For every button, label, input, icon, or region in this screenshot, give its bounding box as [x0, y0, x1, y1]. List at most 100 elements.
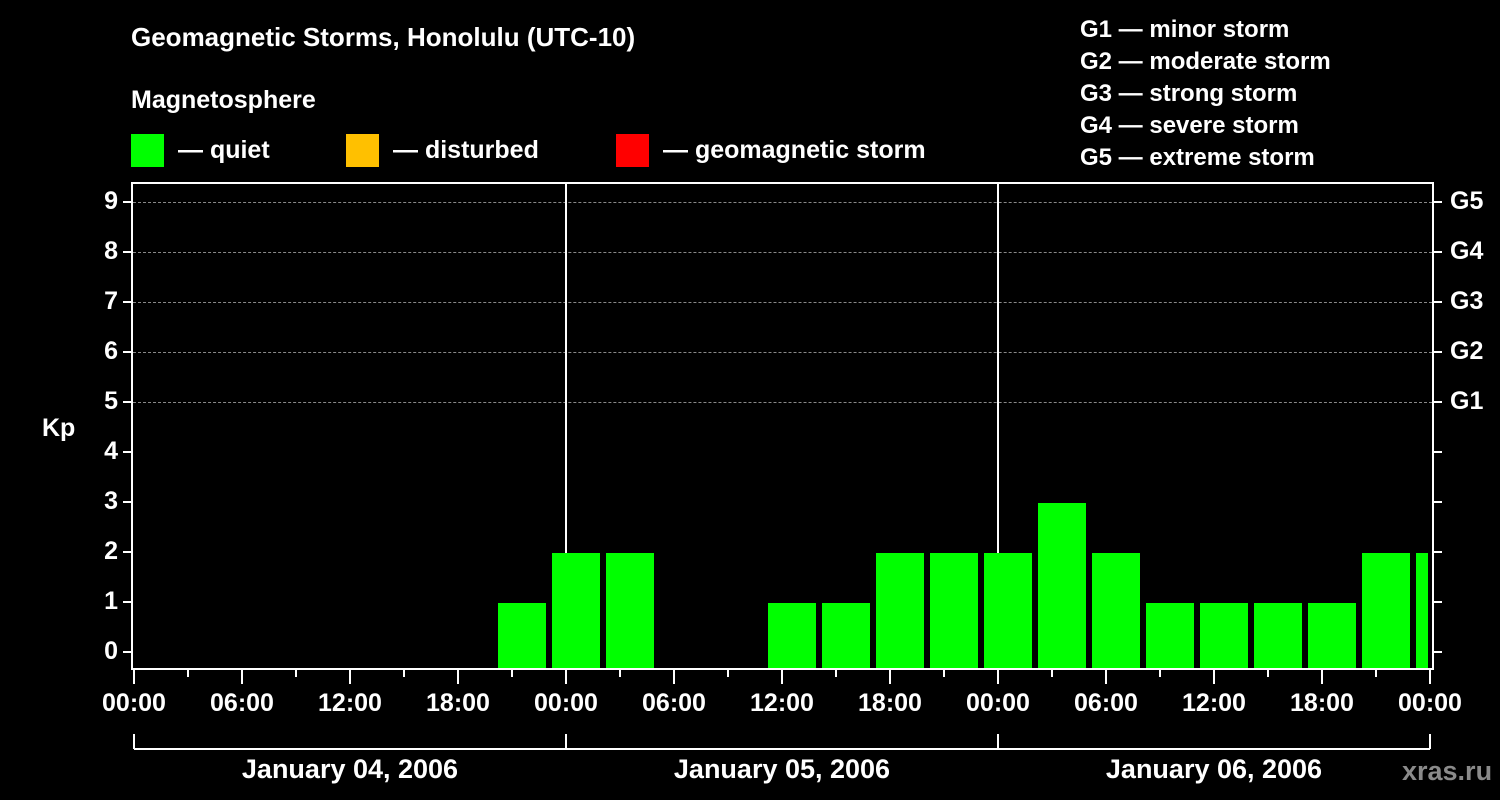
x-tick — [241, 669, 243, 684]
g-scale-label: G4 — [1450, 237, 1484, 265]
x-tick — [187, 669, 189, 677]
y-tick — [123, 401, 131, 403]
x-tick-label: 18:00 — [1290, 689, 1354, 717]
day-bracket-tick — [997, 734, 999, 749]
gridline — [133, 352, 1432, 353]
x-tick — [565, 669, 567, 684]
y-tick-label: 8 — [104, 237, 118, 265]
kp-bar — [498, 603, 546, 668]
storm-scale-legend: G1 — minor storm G2 — moderate storm G3 … — [1080, 14, 1331, 174]
x-tick — [133, 669, 135, 684]
x-tick — [349, 669, 351, 684]
right-tick — [1434, 201, 1442, 203]
x-tick-label: 00:00 — [1398, 689, 1462, 717]
kp-bar — [1362, 553, 1410, 668]
y-tick — [123, 201, 131, 203]
kp-bar — [1146, 603, 1194, 668]
x-tick — [403, 669, 405, 677]
right-tick — [1434, 551, 1442, 553]
g-scale-label: G2 — [1450, 337, 1484, 365]
y-tick — [123, 601, 131, 603]
legend-label: — quiet — [178, 135, 270, 164]
kp-bar — [984, 553, 1032, 668]
x-tick-label: 00:00 — [534, 689, 598, 717]
y-tick — [123, 301, 131, 303]
x-tick — [1213, 669, 1215, 684]
chart-subtitle: Magnetosphere — [131, 86, 316, 114]
right-tick — [1434, 501, 1442, 503]
x-tick — [511, 669, 513, 677]
x-tick — [835, 669, 837, 677]
y-tick — [123, 451, 131, 453]
right-tick — [1434, 451, 1442, 453]
x-tick-label: 12:00 — [318, 689, 382, 717]
x-tick-label: 18:00 — [858, 689, 922, 717]
legend-label: — disturbed — [393, 135, 539, 164]
x-tick — [1321, 669, 1323, 684]
storm-scale-g1: G1 — minor storm — [1080, 16, 1290, 43]
kp-bar — [606, 553, 654, 668]
g-scale-label: G1 — [1450, 387, 1484, 415]
x-tick-label: 06:00 — [642, 689, 706, 717]
gridline — [133, 402, 1432, 403]
kp-bar — [552, 553, 600, 668]
kp-bar — [1416, 553, 1428, 668]
kp-bar — [822, 603, 870, 668]
y-tick-label: 3 — [104, 487, 118, 515]
day-bracket-tick — [1429, 734, 1431, 749]
right-tick — [1434, 301, 1442, 303]
day-label: January 04, 2006 — [241, 754, 459, 784]
y-tick-label: 9 — [104, 187, 118, 215]
legend-disturbed: — disturbed — [346, 133, 539, 167]
x-tick-label: 06:00 — [210, 689, 274, 717]
kp-bar — [930, 553, 978, 668]
x-tick — [781, 669, 783, 684]
gridline — [133, 202, 1432, 203]
gridline — [133, 302, 1432, 303]
day-separator — [565, 184, 567, 668]
y-tick-label: 6 — [104, 337, 118, 365]
x-tick-label: 12:00 — [1182, 689, 1246, 717]
x-tick — [619, 669, 621, 677]
storm-scale-g2: G2 — moderate storm — [1080, 48, 1331, 75]
y-tick — [123, 501, 131, 503]
y-tick-label: 1 — [104, 587, 118, 615]
y-tick — [123, 651, 131, 653]
kp-bar — [1038, 503, 1086, 668]
gridline — [133, 252, 1432, 253]
g-scale-label: G3 — [1450, 287, 1484, 315]
day-label: January 06, 2006 — [1105, 754, 1323, 784]
y-tick-label: 7 — [104, 287, 118, 315]
x-tick — [295, 669, 297, 677]
quiet-swatch-icon — [131, 133, 164, 167]
legend-quiet: — quiet — [131, 133, 270, 167]
x-tick — [673, 669, 675, 684]
x-tick-label: 06:00 — [1074, 689, 1138, 717]
y-tick — [123, 251, 131, 253]
y-tick — [123, 551, 131, 553]
x-tick — [1051, 669, 1053, 677]
watermark: xras.ru — [1402, 756, 1493, 786]
right-tick — [1434, 251, 1442, 253]
y-tick — [123, 351, 131, 353]
x-tick — [943, 669, 945, 677]
right-tick — [1434, 351, 1442, 353]
disturbed-swatch-icon — [346, 133, 379, 167]
legend-label: — geomagnetic storm — [663, 135, 926, 164]
day-bracket-line — [134, 748, 1430, 750]
x-tick — [1267, 669, 1269, 677]
kp-bar — [1308, 603, 1356, 668]
kp-bar — [1092, 553, 1140, 668]
kp-bar — [768, 603, 816, 668]
chart-title: Geomagnetic Storms, Honolulu (UTC-10) — [131, 22, 636, 52]
plot-area — [131, 182, 1434, 670]
x-tick — [1375, 669, 1377, 677]
kp-bar — [876, 553, 924, 668]
kp-bar — [1254, 603, 1302, 668]
storm-swatch-icon — [616, 133, 649, 167]
y-tick-label: 5 — [104, 387, 118, 415]
storm-scale-g3: G3 — strong storm — [1080, 80, 1298, 107]
x-tick — [1429, 669, 1431, 684]
x-tick-label: 12:00 — [750, 689, 814, 717]
x-tick — [889, 669, 891, 684]
